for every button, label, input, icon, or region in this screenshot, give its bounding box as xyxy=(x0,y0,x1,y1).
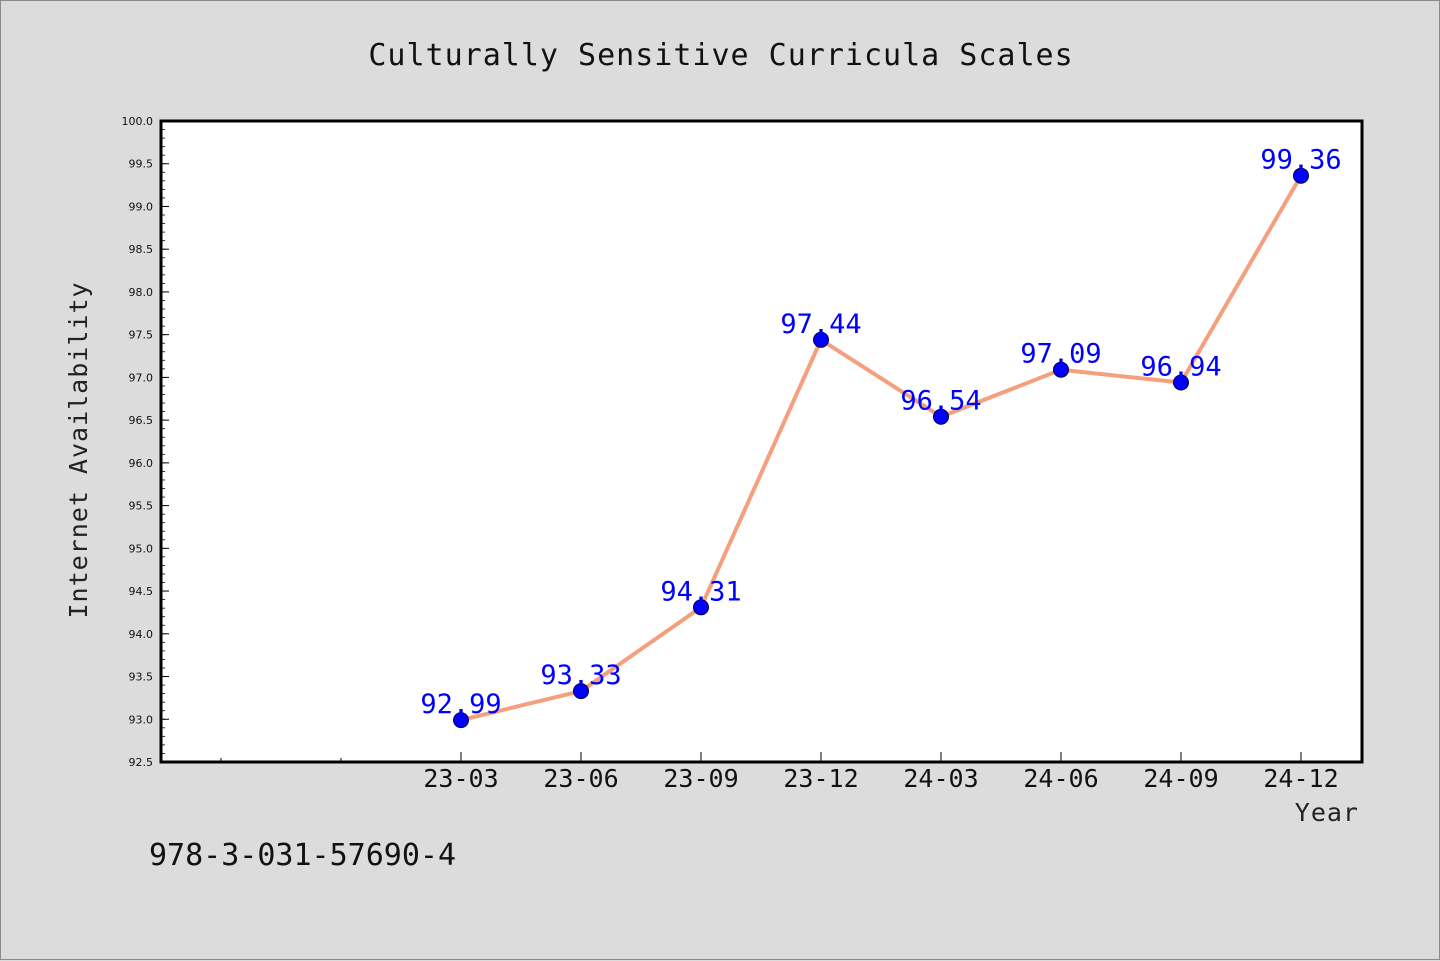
y-tick-label: 99.5 xyxy=(129,158,154,171)
y-tick-label: 97.0 xyxy=(129,371,154,384)
y-axis-label: Internet Availability xyxy=(64,281,93,618)
data-value-label: 99.36 xyxy=(1260,145,1341,176)
y-tick-label: 97.5 xyxy=(129,329,154,342)
y-tick-label: 98.0 xyxy=(129,286,154,299)
chart-title: Culturally Sensitive Curricula Scales xyxy=(368,38,1073,73)
plot-area xyxy=(159,119,1364,764)
y-tick-label: 95.0 xyxy=(129,542,154,555)
x-tick-label: 24-09 xyxy=(1143,764,1218,793)
x-tick-label: 24-12 xyxy=(1263,764,1338,793)
y-tick-label: 94.5 xyxy=(129,585,154,598)
series-line xyxy=(460,174,1303,723)
data-value-label: 93.33 xyxy=(540,660,621,691)
y-tick-label: 96.5 xyxy=(129,414,154,427)
y-tick-label: 93.0 xyxy=(129,713,154,726)
data-value-label: 96.54 xyxy=(900,386,981,417)
data-point-marker xyxy=(1053,361,1069,378)
data-value-label: 92.99 xyxy=(420,689,501,720)
data-point-marker xyxy=(453,712,469,729)
data-value-label: 94.31 xyxy=(660,576,741,607)
x-tick-label: 23-03 xyxy=(423,764,498,793)
data-point-marker xyxy=(693,599,709,616)
x-axis-label: Year xyxy=(1295,798,1359,827)
x-tick-label: 23-12 xyxy=(783,764,858,793)
y-tick-label: 98.5 xyxy=(129,243,154,256)
y-tick-label: 92.5 xyxy=(129,756,154,769)
x-tick-label: 24-06 xyxy=(1023,764,1098,793)
x-tick-label: 24-03 xyxy=(903,764,978,793)
data-point-marker xyxy=(573,683,589,700)
x-tick-label: 23-09 xyxy=(663,764,738,793)
footer-isbn-text: 978-3-031-57690-4 xyxy=(149,838,456,873)
data-value-label: 97.09 xyxy=(1020,339,1101,370)
x-tick-label: 23-06 xyxy=(543,764,618,793)
data-point-marker xyxy=(1293,167,1309,184)
data-labels-group: 92.99 93.33 94.31 97.44 96.54 97.09 96.94 99.36 xyxy=(420,145,1341,720)
y-tick-label: 99.0 xyxy=(129,200,154,213)
data-point-marker xyxy=(1173,374,1189,391)
y-axis: 92.5 93.0 93.5 94.0 94.5 95.0 95.5 96.0 96.5 97.0… xyxy=(122,115,169,769)
y-tick-label: 96.0 xyxy=(129,457,154,470)
x-axis: 23-03 23-06 23-09 23-12 24-03 24-06 24-09 24-12 xyxy=(220,752,1339,793)
data-point-marker xyxy=(933,408,949,425)
series-markers-group xyxy=(453,167,1309,729)
y-tick-label: 95.5 xyxy=(129,500,154,513)
y-tick-label: 94.0 xyxy=(129,628,154,641)
series-line-group xyxy=(460,174,1303,723)
y-tick-label: 93.5 xyxy=(129,671,154,684)
data-value-label: 96.94 xyxy=(1140,352,1221,383)
y-tick-label: 100.0 xyxy=(122,115,154,128)
data-point-marker xyxy=(813,331,829,348)
data-value-label: 97.44 xyxy=(780,309,861,340)
